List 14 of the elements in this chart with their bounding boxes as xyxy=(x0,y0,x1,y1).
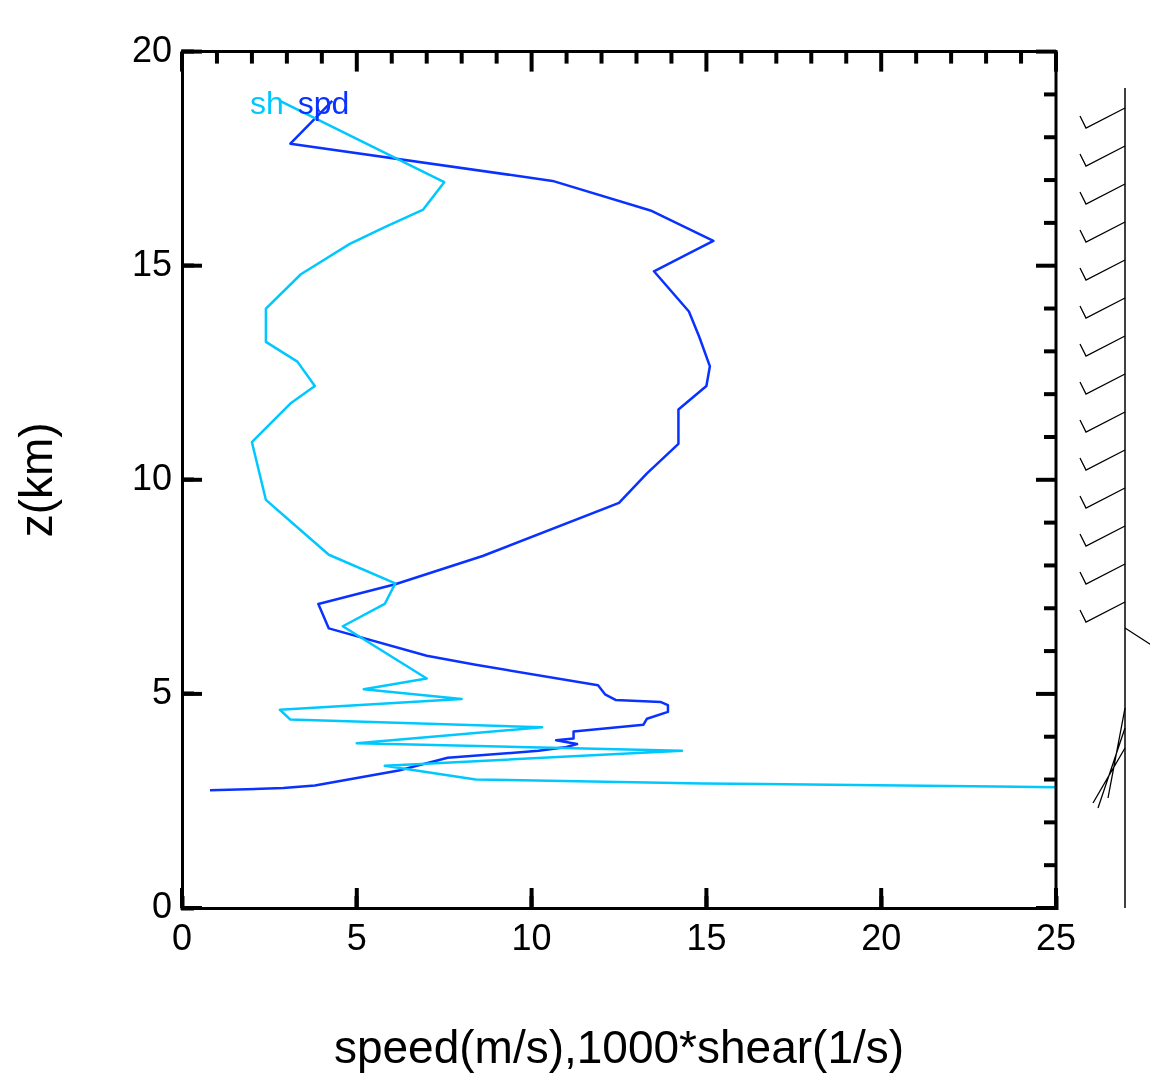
y-tick-label: 15 xyxy=(131,242,172,284)
y-tick-label: 20 xyxy=(131,28,172,70)
x-axis-title: speed(m/s),1000*shear(1/s) xyxy=(333,1021,905,1074)
series-label: sh xyxy=(250,85,284,122)
y-axis-title: z(km) xyxy=(10,422,63,538)
series-label: spd xyxy=(297,85,350,122)
x-tick-label: 5 xyxy=(346,916,367,958)
x-tick-label: 10 xyxy=(511,916,552,958)
y-tick-label: 10 xyxy=(131,456,172,498)
y-tick-label: 0 xyxy=(151,884,172,926)
x-tick-label: 15 xyxy=(686,916,727,958)
x-tick-label: 20 xyxy=(861,916,902,958)
y-tick-label: 5 xyxy=(151,670,172,712)
x-tick-label: 25 xyxy=(1035,916,1077,958)
